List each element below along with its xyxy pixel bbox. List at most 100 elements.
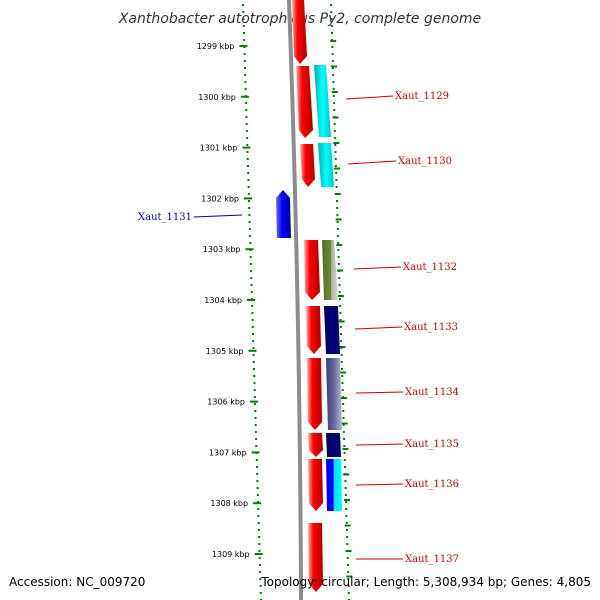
ruler-dot <box>336 207 339 209</box>
ruler-dot <box>248 214 251 216</box>
ruler-dot <box>337 242 340 244</box>
ruler-dot <box>259 585 262 587</box>
kbp-tick-label: 1299 kbp <box>197 42 235 51</box>
ruler-dot <box>246 151 249 153</box>
ruler-dot <box>252 361 255 363</box>
ruler-dot <box>252 340 255 342</box>
ruler-dot <box>337 256 340 258</box>
ruler-dot <box>250 284 253 286</box>
ruler-dot <box>258 564 261 566</box>
ruler-dot <box>334 137 337 139</box>
ruler-dot <box>338 291 341 293</box>
ruler-dot <box>341 382 344 384</box>
kbp-tick-label: 1302 kbp <box>201 194 239 203</box>
ruler-dot <box>243 39 246 41</box>
gene-arrow-xaut-1136[interactable] <box>308 459 323 511</box>
ruler-dot <box>246 137 249 139</box>
gene-arrow-xaut-1130[interactable] <box>300 144 315 187</box>
gene-arrow-xaut-1129[interactable] <box>296 66 313 138</box>
ruler-dot <box>345 508 348 510</box>
gene-label-xaut-1132[interactable]: Xaut_1132 <box>403 262 457 273</box>
gene-features <box>276 0 342 592</box>
gene-label-xaut-1135[interactable]: Xaut_1135 <box>405 439 459 450</box>
ruler-dot <box>254 403 257 405</box>
ruler-dot <box>345 515 348 517</box>
ruler-dot <box>246 165 249 167</box>
ruler-dot <box>347 571 350 573</box>
ruler-dot <box>343 445 346 447</box>
kbp-tick-mark <box>254 553 263 555</box>
feature-box-xaut-1130[interactable] <box>318 143 334 187</box>
gene-label-xaut-1129[interactable]: Xaut_1129 <box>395 91 449 102</box>
ruler-minor-tick <box>334 167 340 170</box>
ruler-dot <box>249 256 252 258</box>
gene-arrow-xaut-1132[interactable] <box>304 240 320 300</box>
ruler-dot <box>345 529 348 531</box>
ruler-dot <box>335 172 338 174</box>
ruler-minor-tick <box>344 524 351 527</box>
gene-label-xaut-1137[interactable]: Xaut_1137 <box>405 554 459 565</box>
gene-label-xaut-1130[interactable]: Xaut_1130 <box>398 156 452 167</box>
ruler-dot <box>335 186 338 188</box>
feature-box-xaut-1133[interactable] <box>324 306 340 354</box>
gene-arrow-xaut-1137[interactable] <box>308 523 323 592</box>
gene-label-xaut-1133[interactable]: Xaut_1133 <box>404 322 458 333</box>
ruler-minor-tick <box>341 422 348 425</box>
gene-arrow-xaut-1131[interactable] <box>276 190 291 238</box>
ruler-dot <box>331 46 334 48</box>
ruler-dot <box>342 417 345 419</box>
feature-box-xaut-1129[interactable] <box>314 65 331 137</box>
ruler-dot <box>336 221 339 223</box>
ruler-dot <box>243 60 246 62</box>
ruler-dot <box>256 487 259 489</box>
ruler-dot <box>339 319 342 321</box>
ruler-dot <box>248 200 250 202</box>
ruler-dot <box>258 557 261 559</box>
ruler-dot <box>333 123 336 125</box>
ruler-dot <box>246 144 249 146</box>
kbp-tick-mark <box>247 299 255 301</box>
gene-arrow-top[interactable] <box>292 0 307 64</box>
ruler-dot <box>342 424 345 426</box>
gene-arrow-xaut-1133[interactable] <box>306 306 321 354</box>
ruler-dot <box>242 18 245 20</box>
gene-arrow-xaut-1134[interactable] <box>307 358 322 430</box>
ruler-minor-tick <box>339 346 346 348</box>
gene-arrow-xaut-1135[interactable] <box>308 433 323 457</box>
ruler-dot <box>333 109 336 111</box>
ruler-dot <box>244 81 247 83</box>
ruler-dot <box>331 53 334 55</box>
gene-label-xaut-1131[interactable]: Xaut_1131 <box>138 212 192 223</box>
ruler-dot <box>259 578 262 580</box>
ruler-dot <box>253 396 256 398</box>
ruler-dot <box>253 389 256 391</box>
feature-box-xaut-1136[interactable] <box>326 459 342 511</box>
ruler-dot <box>242 11 245 13</box>
gene-label-xaut-1136[interactable]: Xaut_1136 <box>405 479 459 490</box>
feature-box-xaut-1135[interactable] <box>326 433 341 457</box>
ruler-dot <box>247 179 250 181</box>
ruler-dot <box>256 466 258 468</box>
feature-box-xaut-1132[interactable] <box>322 240 338 300</box>
ruler-dot <box>257 515 260 517</box>
ruler-dot <box>256 480 259 482</box>
ruler-dot <box>339 326 342 328</box>
ruler-dot <box>332 67 334 69</box>
ruler-dot <box>252 333 254 335</box>
ruler-dot <box>343 459 346 461</box>
ruler-dot <box>245 102 248 104</box>
gene-labels: Xaut_1129 Xaut_1130 Xaut_1131 Xaut_1132 … <box>138 91 459 565</box>
ruler-dot <box>344 480 347 482</box>
ruler-dot <box>340 361 343 363</box>
ruler-dot <box>334 158 337 160</box>
ruler-dot <box>340 354 343 356</box>
ruler-dot <box>336 214 339 216</box>
kbp-tick-label: 1300 kbp <box>198 93 236 102</box>
ruler-dot <box>347 592 350 594</box>
ruler-minor-tick <box>332 116 339 119</box>
ruler-dot <box>342 403 345 405</box>
feature-box-xaut-1134[interactable] <box>326 358 342 430</box>
gene-label-xaut-1134[interactable]: Xaut_1134 <box>405 387 459 398</box>
ruler-dot <box>341 389 344 391</box>
